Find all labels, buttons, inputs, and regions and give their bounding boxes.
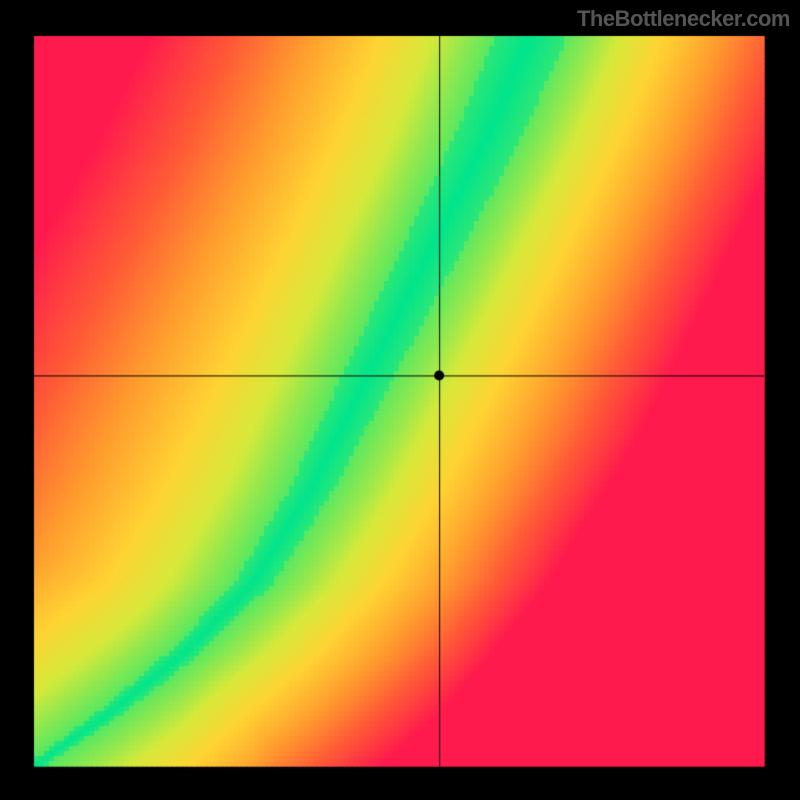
chart-container: TheBottlenecker.com bbox=[0, 0, 800, 800]
watermark-text: TheBottlenecker.com bbox=[577, 6, 790, 32]
bottleneck-heatmap bbox=[0, 0, 800, 800]
